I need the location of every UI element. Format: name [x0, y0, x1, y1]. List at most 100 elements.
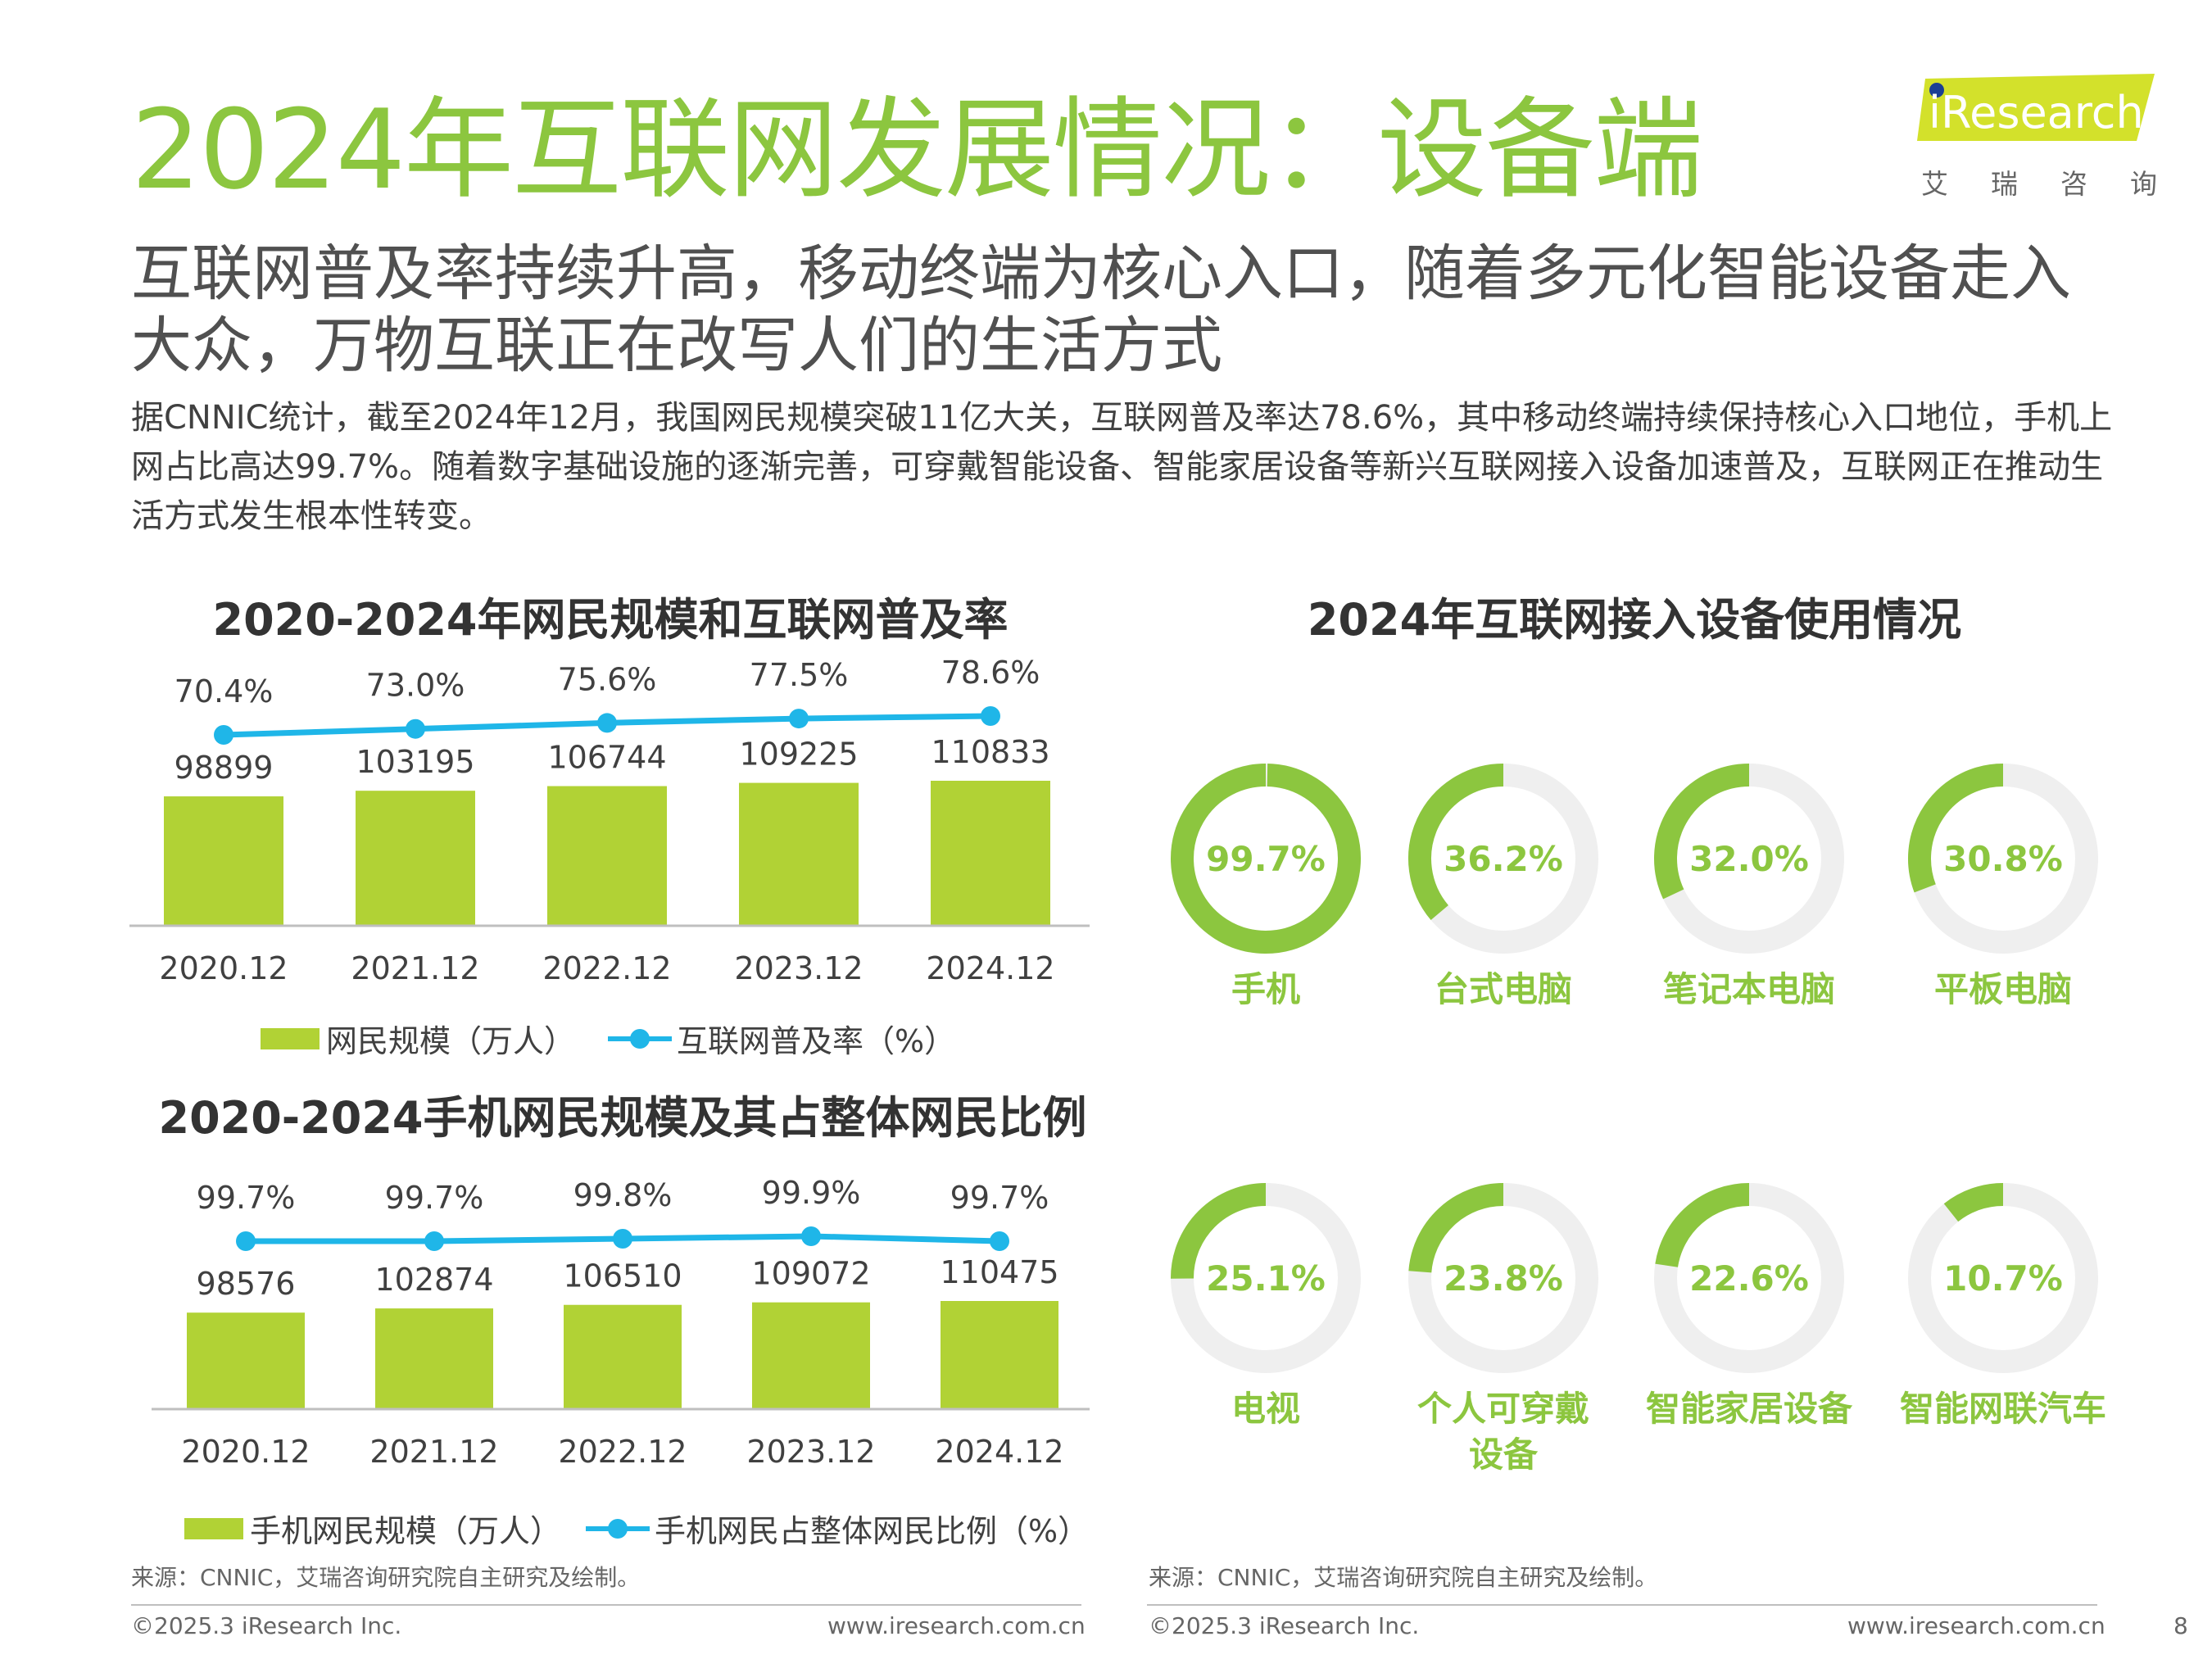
c2-line-label-3: 99.9%	[762, 1175, 861, 1211]
c2-x-tick-4: 2024.12	[935, 1434, 1063, 1470]
devices-chart-title: 2024年互联网接入设备使用情况	[1307, 594, 1962, 646]
chart2-title: 2020-2024手机网民规模及其占整体网民比例	[158, 1092, 1087, 1144]
donut-value-1: 36.2%	[1444, 839, 1563, 879]
copyright-right: ©2025.3 iResearch Inc.	[1149, 1612, 1420, 1639]
c2-bar-3	[752, 1302, 870, 1409]
chart1-plot: 98899 70.4% 2020.12 103195 73.0% 2021.12 10674…	[129, 655, 1090, 986]
c1-line-point-4	[981, 706, 1000, 726]
donut-arc-0	[1171, 764, 1361, 954]
page-subtitle: 互联网普及率持续升高，移动终端为核心入口，随着多元化智能设备走入大众，万物互联正…	[131, 238, 2071, 381]
c1-x-tick-2: 2022.12	[542, 950, 671, 986]
logo-i-dot	[1929, 83, 1944, 97]
c1-bar-0	[164, 796, 283, 926]
chart1-legend-line-label: 互联网普及率（%）	[677, 1023, 956, 1059]
c1-line-label-3: 77.5%	[750, 657, 849, 693]
chart2-legend: 手机网民规模（万人） 手机网民占整体网民比例（%）	[184, 1506, 1089, 1551]
donut-name-2: 笔记本电脑	[1663, 969, 1835, 1009]
c2-bar-0	[187, 1312, 305, 1409]
chart2-legend-line-swatch	[586, 1518, 650, 1539]
c1-bar-label-1: 103195	[356, 744, 474, 780]
body-paragraph: 据CNNIC统计，截至2024年12月，我国网民规模突破11亿大关，互联网普及率…	[131, 399, 2113, 535]
c1-x-tick-1: 2021.12	[351, 950, 479, 986]
donut-value-4: 25.1%	[1206, 1258, 1326, 1299]
c2-line-point-0	[236, 1231, 256, 1251]
c2-line-label-4: 99.7%	[950, 1180, 1049, 1216]
c2-line-point-1	[424, 1231, 444, 1251]
c2-bar-label-3: 109072	[751, 1256, 870, 1292]
c2-bar-label-4: 110475	[940, 1254, 1058, 1290]
c1-bar-label-0: 98899	[175, 750, 274, 786]
c2-bar-4	[941, 1301, 1058, 1409]
donut-arc-3	[1908, 764, 2004, 893]
c1-x-tick-4: 2024.12	[926, 950, 1054, 986]
website-right[interactable]: www.iresearch.com.cn	[1847, 1612, 2105, 1639]
c2-line-label-0: 99.7%	[197, 1180, 296, 1216]
c2-bar-label-1: 102874	[374, 1262, 493, 1298]
donut-arc-5	[1408, 1183, 1504, 1273]
donut-name-7: 智能网联汽车	[1900, 1389, 2106, 1429]
donut-name-6: 智能家居设备	[1646, 1389, 1853, 1429]
c1-line-point-0	[214, 725, 233, 745]
page-number: 8	[2173, 1612, 2188, 1639]
donut-arc-2	[1654, 764, 1750, 900]
chart1-title: 2020-2024年网民规模和互联网普及率	[212, 594, 1009, 646]
donut-name-4: 电视	[1231, 1389, 1300, 1429]
source-note-right: 来源：CNNIC，艾瑞咨询研究院自主研究及绘制。	[1149, 1564, 1658, 1591]
c1-x-tick-3: 2023.12	[734, 950, 863, 986]
donut-name-0: 手机	[1231, 969, 1300, 1009]
c1-line-label-4: 78.6%	[941, 655, 1040, 691]
source-note-left: 来源：CNNIC，艾瑞咨询研究院自主研究及绘制。	[131, 1564, 641, 1591]
chart1-legend-bar-label: 网民规模（万人）	[326, 1023, 576, 1059]
page-title: 2024年互联网发展情况：设备端	[131, 86, 1703, 214]
footer-divider-right	[1147, 1604, 2097, 1606]
iresearch-logo: iResearch	[1917, 74, 2155, 141]
footer-divider-left	[131, 1604, 1081, 1606]
c1-bar-1	[356, 791, 475, 926]
logo-text: iResearch	[1929, 87, 2144, 138]
chart1-legend: 网民规模（万人） 互联网普及率（%）	[261, 1016, 955, 1061]
c1-bar-label-4: 110833	[931, 734, 1049, 770]
c1-line-point-3	[789, 709, 809, 729]
c1-bar-label-2: 106744	[547, 740, 666, 776]
c1-bar-2	[547, 786, 667, 926]
donut-name-5: 个人可穿戴设备	[1417, 1389, 1589, 1475]
donut-value-0: 99.7%	[1206, 839, 1326, 879]
c1-line-label-1: 73.0%	[366, 668, 465, 704]
chart2-legend-line-label: 手机网民占整体网民比例（%）	[655, 1513, 1090, 1549]
c2-bar-1	[375, 1308, 493, 1409]
chart1-legend-line-swatch	[608, 1028, 673, 1049]
devices-donut-grid: 99.7% 手机 36.2% 台式电脑 32.0% 笔记本电脑 30.8% 平板电脑 25.1%…	[1171, 764, 2106, 1475]
logo-background	[1917, 74, 2155, 141]
c2-bar-2	[564, 1304, 682, 1409]
donut-arc-4	[1171, 1183, 1267, 1279]
donut-arc-1	[1408, 764, 1504, 921]
c2-line-label-1: 99.7%	[385, 1180, 484, 1216]
chart1-legend-bar-swatch	[261, 1027, 320, 1049]
donut-name-3: 平板电脑	[1934, 969, 2072, 1009]
donut-value-7: 10.7%	[1943, 1258, 2063, 1299]
donut-arc-7	[1943, 1183, 2004, 1222]
c2-bar-label-0: 98576	[197, 1266, 296, 1302]
c1-x-tick-0: 2020.12	[159, 950, 288, 986]
c1-line-label-2: 75.6%	[558, 661, 657, 697]
copyright-left: ©2025.3 iResearch Inc.	[131, 1612, 402, 1639]
c1-line-point-2	[597, 713, 617, 733]
chart2-plot: 98576 99.7% 2020.12 102874 99.7% 2021.12 10651…	[152, 1175, 1090, 1470]
logo-chinese-name: 艾瑞咨询	[1921, 168, 2200, 200]
c2-line-point-2	[613, 1229, 632, 1249]
donut-arc-6	[1655, 1183, 1750, 1268]
chart2-legend-bar-swatch	[184, 1517, 243, 1539]
c2-x-tick-1: 2021.12	[369, 1434, 498, 1470]
c1-line-point-1	[406, 718, 425, 739]
c2-bar-label-2: 106510	[563, 1258, 682, 1294]
website-left[interactable]: www.iresearch.com.cn	[827, 1612, 1086, 1639]
c1-line-label-0: 70.4%	[175, 673, 274, 709]
c2-x-tick-2: 2022.12	[558, 1434, 687, 1470]
c1-bar-4	[931, 781, 1050, 926]
donut-value-5: 23.8%	[1444, 1258, 1563, 1299]
donut-name-1: 台式电脑	[1435, 969, 1572, 1009]
c2-line-point-3	[801, 1226, 821, 1246]
chart2-legend-bar-label: 手机网民规模（万人）	[250, 1513, 562, 1549]
c2-line-point-4	[990, 1231, 1009, 1251]
c1-bar-3	[739, 782, 859, 926]
